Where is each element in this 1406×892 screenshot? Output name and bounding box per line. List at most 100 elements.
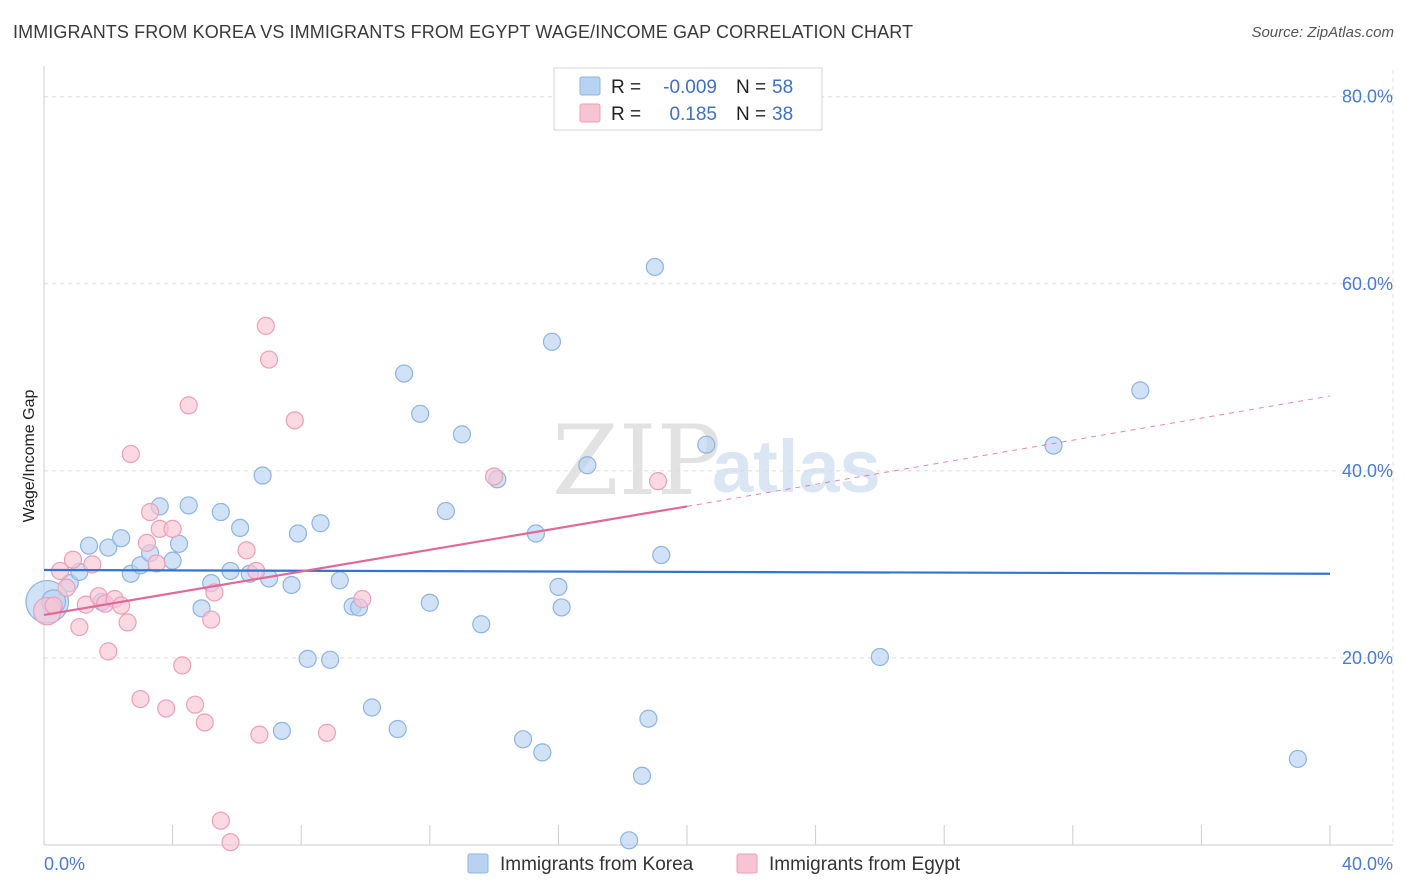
- legend-swatch-egypt: [579, 103, 601, 123]
- point-egypt-28: [211, 811, 230, 830]
- y-tick-label-0: 20.0%: [1342, 648, 1393, 668]
- point-korea-34: [394, 364, 414, 383]
- point-egypt-3: [57, 578, 76, 597]
- point-egypt-38: [485, 467, 504, 486]
- y-tick-label-3: 80.0%: [1342, 87, 1393, 107]
- point-korea-29: [330, 571, 349, 590]
- point-korea-4: [79, 536, 99, 555]
- point-korea-19: [231, 518, 250, 538]
- point-egypt-34: [259, 350, 279, 369]
- point-egypt-25: [195, 713, 214, 732]
- y-tick-label-2: 60.0%: [1342, 274, 1393, 294]
- point-korea-36: [420, 593, 439, 612]
- point-korea-17: [211, 502, 230, 522]
- y-tick-label-1: 40.0%: [1342, 461, 1393, 481]
- point-egypt-39: [648, 472, 668, 491]
- legend-n-value-egypt: 38: [772, 104, 793, 125]
- point-korea-13: [169, 534, 189, 553]
- series-legend-swatch-egypt: [736, 853, 758, 874]
- series-legend-label-korea: Immigrants from Korea: [500, 854, 694, 875]
- point-egypt-27: [205, 583, 224, 602]
- legend-swatch-korea: [579, 76, 601, 96]
- point-korea-49: [632, 766, 652, 785]
- legend-r-value-egypt: 0.185: [669, 104, 717, 125]
- point-korea-14: [179, 496, 198, 515]
- point-egypt-24: [186, 695, 205, 714]
- legend-r-value-korea: -0.009: [663, 77, 717, 98]
- y-axis-label: Wage/Income Gap: [21, 390, 38, 523]
- point-korea-47: [578, 456, 597, 475]
- point-korea-48: [620, 831, 639, 850]
- legend-r-label-korea: R =: [611, 77, 641, 98]
- point-korea-38: [452, 425, 472, 444]
- point-egypt-13: [118, 613, 137, 632]
- series-legend-label-egypt: Immigrants from Egypt: [769, 854, 961, 875]
- point-egypt-22: [173, 656, 192, 675]
- tick-labels: 20.0% 40.0% 60.0% 80.0% 0.0% 40.0%: [44, 87, 1393, 874]
- point-korea-56: [1131, 381, 1150, 400]
- point-korea-27: [311, 514, 330, 533]
- point-korea-6: [99, 538, 118, 557]
- point-egypt-4: [63, 550, 83, 569]
- legend-n-label-korea: N =: [736, 77, 766, 98]
- point-egypt-21: [163, 519, 182, 538]
- trend-lines: [43, 395, 1331, 616]
- watermark-zip: ZIP: [552, 405, 721, 517]
- point-korea-33: [388, 719, 407, 739]
- stats-legend: R = -0.009 N = 58 R = 0.185 N = 38: [553, 67, 823, 131]
- point-korea-51: [645, 257, 664, 277]
- point-egypt-29: [221, 833, 240, 852]
- legend-r-label-egypt: R =: [611, 104, 641, 125]
- x-tick-label-0: 0.0%: [44, 854, 85, 874]
- point-egypt-10: [99, 642, 118, 661]
- point-egypt-15: [131, 689, 150, 709]
- point-egypt-26: [202, 610, 221, 629]
- point-egypt-33: [256, 316, 275, 335]
- point-korea-39: [472, 615, 491, 634]
- watermark-atlas: atlas: [712, 425, 881, 508]
- series-legend: Immigrants from Korea Immigrants from Eg…: [467, 853, 961, 875]
- point-egypt-30: [237, 541, 256, 560]
- point-egypt-16: [137, 533, 156, 552]
- series-egypt-points: [33, 316, 668, 852]
- point-egypt-17: [140, 502, 160, 522]
- point-korea-25: [288, 524, 308, 543]
- axes: [43, 66, 1393, 846]
- x-tick-label-1: 40.0%: [1342, 854, 1393, 874]
- point-korea-57: [1288, 749, 1307, 769]
- point-korea-26: [298, 649, 317, 668]
- point-korea-54: [870, 647, 890, 667]
- point-korea-44: [542, 332, 562, 351]
- legend-n-label-egypt: N =: [736, 104, 766, 125]
- point-korea-52: [652, 545, 671, 565]
- point-korea-50: [639, 709, 658, 728]
- point-egypt-37: [353, 589, 372, 609]
- point-egypt-20: [157, 699, 176, 718]
- point-korea-7: [112, 529, 131, 548]
- chart-title: IMMIGRANTS FROM KOREA VS IMMIGRANTS FROM…: [13, 22, 914, 42]
- point-korea-45: [549, 577, 568, 596]
- source-label: Source: ZipAtlas.com: [1251, 24, 1394, 41]
- point-korea-55: [1044, 436, 1063, 455]
- point-korea-23: [272, 721, 292, 740]
- point-egypt-23: [179, 396, 198, 415]
- point-korea-37: [436, 501, 455, 521]
- point-korea-53: [697, 435, 716, 454]
- point-korea-12: [163, 551, 182, 570]
- point-egypt-36: [317, 723, 337, 742]
- point-korea-32: [362, 698, 382, 717]
- point-egypt-12: [112, 596, 131, 615]
- trend-line-egypt: [43, 505, 688, 616]
- point-egypt-14: [121, 444, 140, 464]
- point-korea-35: [411, 404, 430, 423]
- point-egypt-35: [285, 411, 304, 430]
- trend-line-egypt-extrapolated: [686, 395, 1331, 507]
- point-korea-43: [533, 743, 552, 762]
- point-korea-28: [321, 650, 340, 669]
- series-legend-swatch-korea: [467, 853, 489, 874]
- series-korea-points: [25, 257, 1307, 850]
- point-egypt-5: [70, 617, 89, 637]
- point-egypt-7: [83, 555, 102, 574]
- trend-line-korea: [43, 568, 1331, 575]
